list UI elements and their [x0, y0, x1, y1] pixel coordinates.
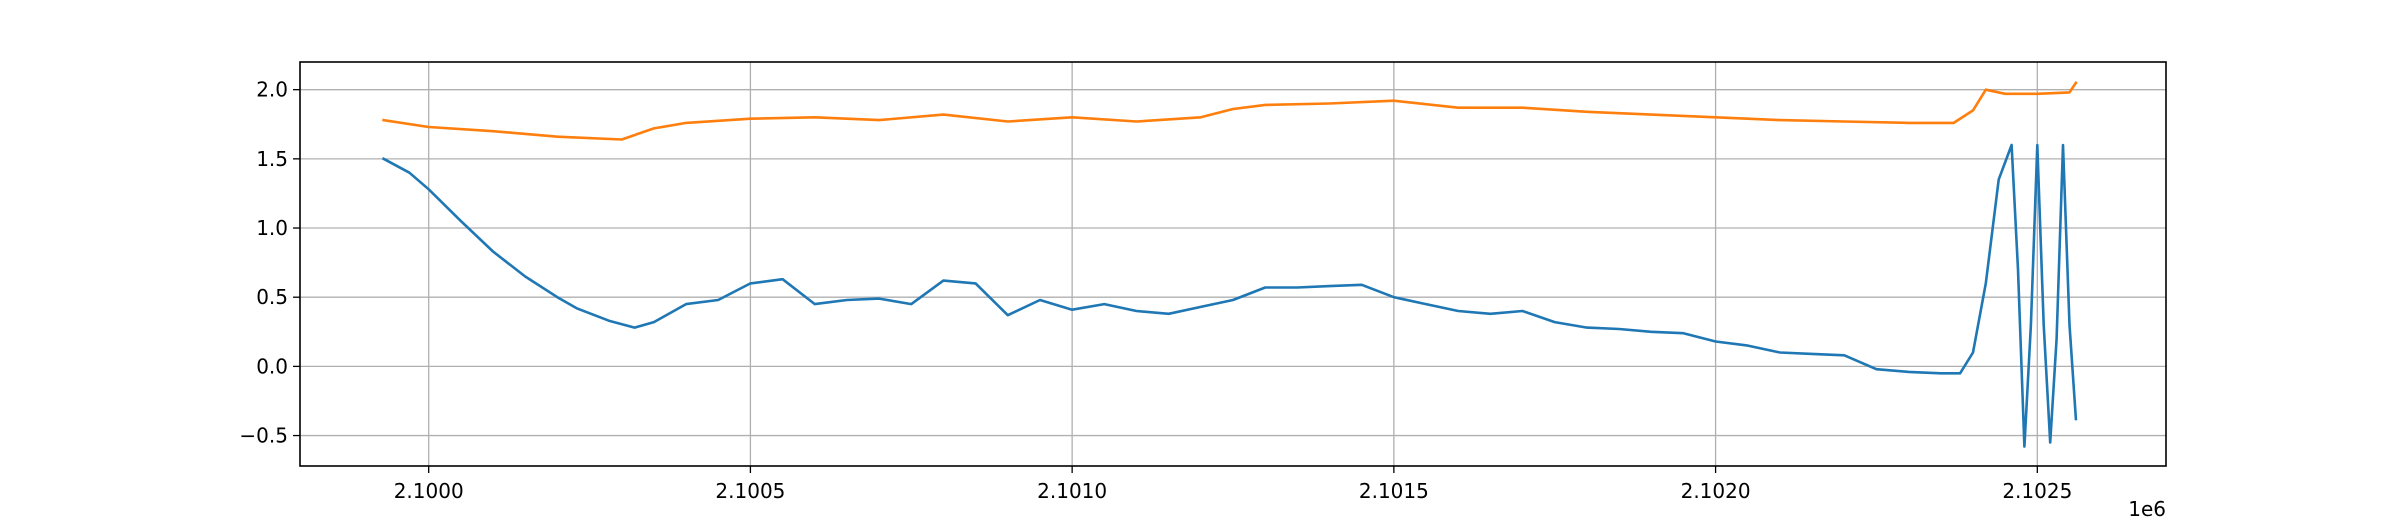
- y-tick-label: 1.5: [256, 147, 288, 171]
- y-tick-label: 1.0: [256, 216, 288, 240]
- y-tick-label: 0.0: [256, 354, 288, 378]
- plot-frame: [299, 61, 2167, 467]
- x-axis-ticks: 2.1000 2.1005 2.1010 2.1015 2.1020 2.1025: [394, 466, 2072, 503]
- y-tick-label: 2.0: [256, 78, 288, 102]
- x-tick-label: 2.1010: [1037, 479, 1107, 503]
- y-axis-ticks: −0.5 0.0 0.5 1.0 1.5 2.0: [239, 78, 300, 448]
- series-line-1: [381, 143, 2078, 448]
- x-tick-label: 2.1025: [2002, 479, 2072, 503]
- x-tick-label: 2.1015: [1359, 479, 1429, 503]
- x-tick-label: 2.1005: [715, 479, 785, 503]
- x-axis-offset-label: 1e6: [2128, 497, 2166, 521]
- x-tick-label: 2.1000: [394, 479, 464, 503]
- x-tick-label: 2.1020: [1681, 479, 1751, 503]
- series-lines: [381, 80, 2078, 448]
- y-tick-label: 0.5: [256, 285, 288, 309]
- series-line-2: [382, 80, 2078, 141]
- y-tick-label: −0.5: [239, 424, 288, 448]
- grid-lines: [300, 62, 2166, 466]
